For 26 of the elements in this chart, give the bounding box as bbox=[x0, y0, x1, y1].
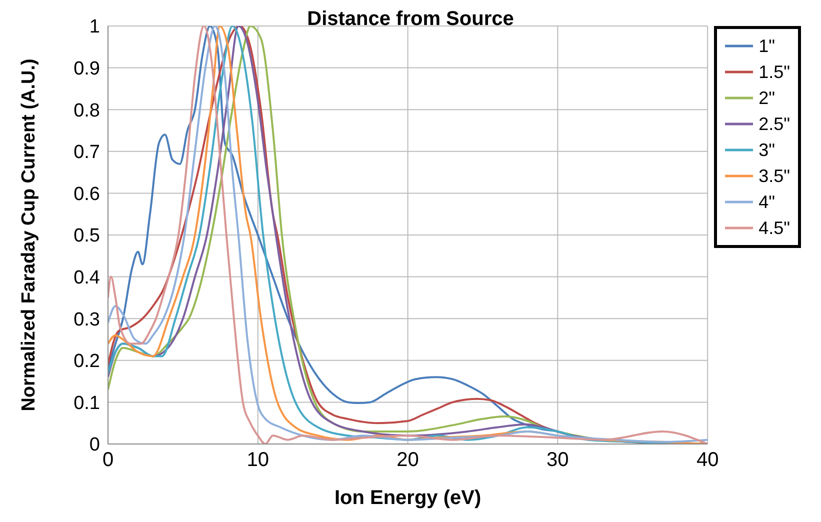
y-tick-label: 0.2 bbox=[74, 351, 100, 372]
x-axis-title: Ion Energy (eV) bbox=[334, 487, 482, 509]
y-tick-label: 0.8 bbox=[74, 100, 100, 122]
legend-label: 4.5" bbox=[758, 218, 790, 238]
y-tick-label: 0 bbox=[89, 434, 100, 456]
legend-label: 4" bbox=[758, 192, 775, 212]
legend-label: 2" bbox=[758, 88, 775, 108]
legend-label: 1.5" bbox=[758, 62, 790, 82]
y-tick-label: 0.1 bbox=[74, 392, 100, 414]
chart-title: Distance from Source bbox=[307, 8, 514, 30]
y-tick-label: 1 bbox=[89, 16, 100, 38]
x-tick-label: 30 bbox=[546, 449, 569, 472]
y-tick-label: 0.5 bbox=[74, 226, 100, 247]
y-tick-label: 0.3 bbox=[74, 309, 100, 330]
x-tick-label: 20 bbox=[396, 449, 419, 472]
legend-label: 3.5" bbox=[758, 166, 790, 186]
legend-label: 1" bbox=[758, 36, 775, 56]
y-tick-label: 0.7 bbox=[74, 142, 100, 164]
legend-label: 2.5" bbox=[758, 114, 790, 134]
y-tick-label: 0.6 bbox=[74, 184, 100, 205]
x-tick-label: 40 bbox=[696, 449, 719, 472]
y-axis-title: Normalized Faraday Cup Current (A.U.) bbox=[18, 58, 40, 412]
y-tick-label: 0.4 bbox=[74, 268, 100, 289]
y-tick-label: 0.9 bbox=[74, 58, 100, 80]
legend-label: 3" bbox=[758, 140, 775, 160]
x-tick-label: 10 bbox=[246, 449, 270, 472]
